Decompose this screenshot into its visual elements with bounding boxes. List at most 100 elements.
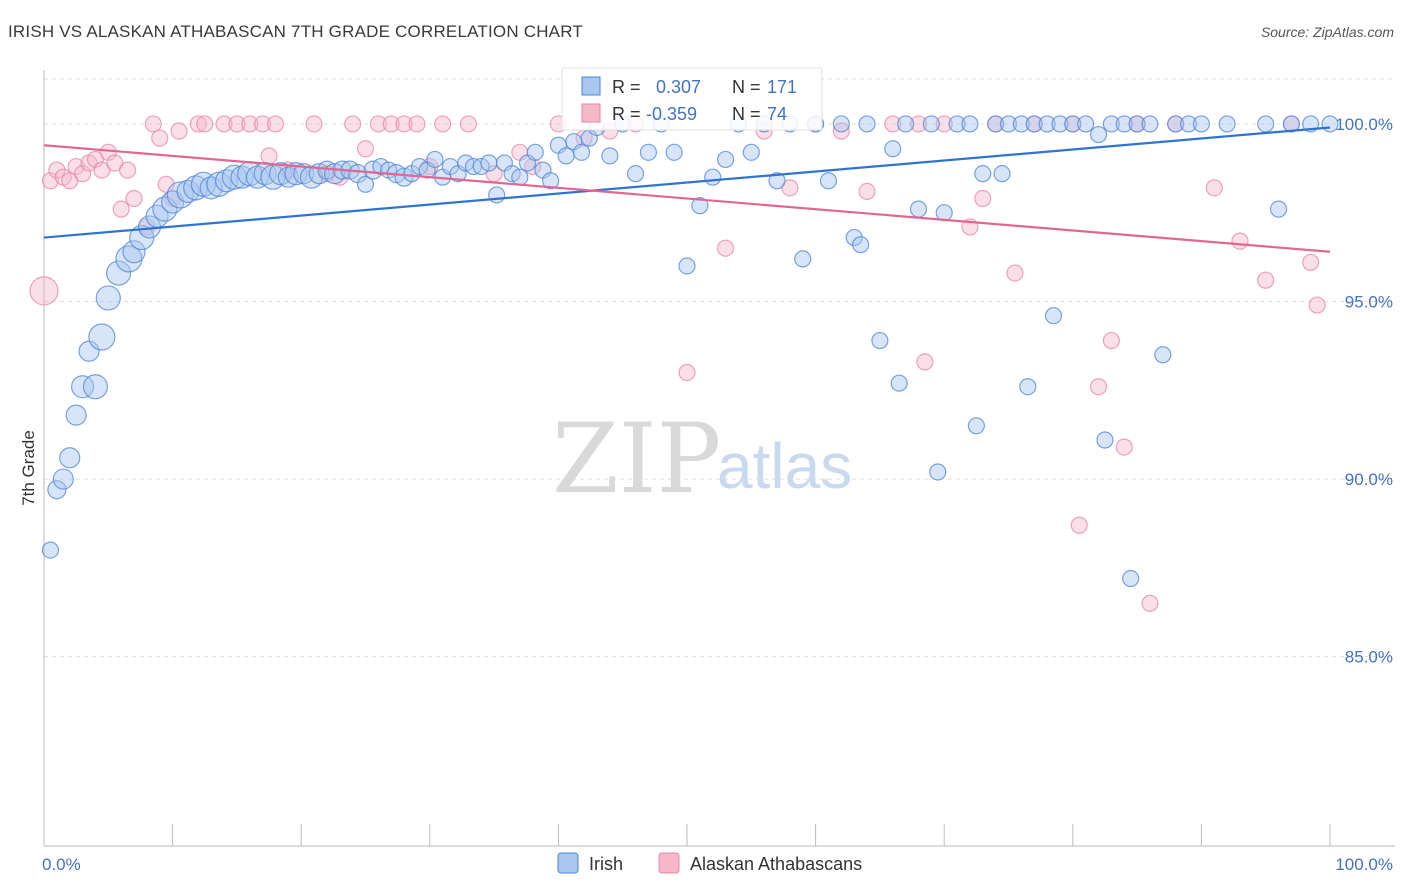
point-alaskan xyxy=(716,239,735,257)
watermark-zip: ZIP xyxy=(552,403,721,515)
point-alaskan xyxy=(369,115,387,133)
point-irish xyxy=(70,375,95,399)
point-irish xyxy=(1154,346,1172,364)
point-irish xyxy=(1282,115,1301,133)
point-alaskan xyxy=(118,161,137,179)
bottom-legend-swatch-alaskan xyxy=(658,852,680,874)
point-alaskan xyxy=(73,165,92,183)
point-irish xyxy=(47,480,67,500)
point-alaskan xyxy=(1231,232,1249,250)
point-irish xyxy=(1064,115,1082,133)
point-irish xyxy=(284,162,308,186)
point-irish xyxy=(691,197,709,215)
point-alaskan xyxy=(395,115,413,133)
point-alaskan xyxy=(459,115,477,133)
point-irish xyxy=(768,172,786,190)
point-irish xyxy=(1019,378,1037,396)
point-alaskan xyxy=(434,115,452,133)
point-irish xyxy=(626,165,645,183)
point-alaskan xyxy=(916,353,934,371)
point-irish xyxy=(1122,569,1140,588)
point-alaskan xyxy=(832,122,850,140)
watermark-atlas: atlas xyxy=(717,430,852,502)
point-irish xyxy=(974,165,992,183)
legend-r-label-irish: R = xyxy=(612,77,641,97)
point-irish xyxy=(557,147,575,165)
point-irish xyxy=(572,143,591,161)
legend-r-label-alaskan: R = xyxy=(612,104,641,124)
point-irish xyxy=(199,176,223,200)
point-irish xyxy=(665,143,683,161)
point-alaskan xyxy=(61,172,79,190)
point-irish xyxy=(166,181,194,209)
point-alaskan xyxy=(29,276,59,306)
point-alaskan xyxy=(356,140,375,158)
point-irish xyxy=(832,115,850,133)
point-irish xyxy=(961,115,979,133)
point-irish xyxy=(176,179,200,204)
point-alaskan xyxy=(67,157,85,176)
point-alaskan xyxy=(106,154,124,172)
point-alaskan xyxy=(858,182,876,201)
point-irish xyxy=(293,163,315,185)
point-alaskan xyxy=(408,115,426,133)
point-irish xyxy=(1051,115,1069,133)
point-irish xyxy=(1038,115,1056,133)
point-irish xyxy=(1012,115,1030,133)
point-alaskan xyxy=(974,189,992,208)
point-alaskan xyxy=(1070,516,1088,534)
point-alaskan xyxy=(1089,378,1108,396)
point-irish xyxy=(1141,115,1159,133)
point-irish xyxy=(794,250,812,268)
point-irish xyxy=(1077,115,1095,133)
point-alaskan xyxy=(382,115,400,133)
point-alaskan xyxy=(260,147,278,165)
point-alaskan xyxy=(678,363,696,382)
bottom-legend-swatch-irish xyxy=(557,852,579,874)
point-irish xyxy=(678,257,696,275)
point-alaskan xyxy=(189,115,207,133)
point-irish xyxy=(1192,115,1211,133)
point-alaskan xyxy=(99,143,117,161)
source-label: Source: ZipAtlas.com xyxy=(1260,24,1394,40)
point-irish xyxy=(742,143,760,161)
bottom-legend-irish: Irish xyxy=(589,854,623,874)
point-alaskan xyxy=(305,115,323,133)
point-irish xyxy=(1102,115,1120,133)
point-alaskan xyxy=(1308,296,1326,314)
point-alaskan xyxy=(781,179,799,197)
point-irish xyxy=(1218,115,1236,133)
legend-n-label-alaskan: N = xyxy=(732,104,761,124)
point-irish xyxy=(852,236,870,254)
point-irish xyxy=(299,165,324,189)
point-alaskan xyxy=(196,115,214,133)
legend-swatch-alaskan xyxy=(581,103,601,123)
point-irish xyxy=(426,150,444,169)
point-alaskan xyxy=(215,115,233,133)
point-alaskan xyxy=(254,115,272,133)
y-tick-labels: 100.0% 95.0% 90.0% 85.0% xyxy=(1335,115,1393,667)
point-alaskan xyxy=(170,122,188,140)
point-irish xyxy=(819,172,838,190)
trend-lines xyxy=(43,126,1331,253)
point-irish xyxy=(1096,431,1114,449)
point-irish xyxy=(999,115,1018,133)
stats-legend: R = 0.307 N = 171 R = -0.359 N = 74 xyxy=(561,67,823,131)
point-irish xyxy=(1167,115,1185,133)
point-irish xyxy=(105,260,132,286)
point-irish xyxy=(845,228,863,247)
point-alaskan xyxy=(86,150,105,169)
point-alaskan xyxy=(112,200,130,218)
y-tick-label: 85.0% xyxy=(1345,648,1393,667)
point-alaskan xyxy=(266,115,285,133)
point-irish xyxy=(858,115,876,133)
point-irish xyxy=(993,165,1011,183)
point-irish xyxy=(511,168,529,186)
point-irish xyxy=(542,172,560,190)
point-alaskan xyxy=(48,161,66,179)
point-irish xyxy=(122,240,146,264)
point-alaskan xyxy=(151,129,169,147)
point-alaskan xyxy=(909,115,928,133)
point-irish xyxy=(890,374,908,392)
